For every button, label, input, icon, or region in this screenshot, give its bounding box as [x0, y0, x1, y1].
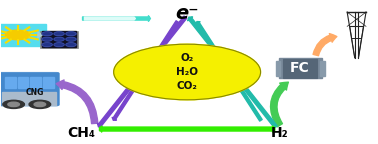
Circle shape: [66, 32, 76, 36]
Text: FC: FC: [290, 61, 310, 75]
Circle shape: [66, 43, 76, 47]
Circle shape: [8, 102, 19, 107]
Circle shape: [34, 102, 46, 107]
Circle shape: [66, 37, 76, 41]
FancyBboxPatch shape: [5, 77, 15, 88]
Circle shape: [54, 32, 64, 36]
FancyBboxPatch shape: [40, 31, 78, 48]
Circle shape: [42, 43, 52, 47]
Circle shape: [29, 100, 51, 108]
FancyBboxPatch shape: [320, 61, 325, 76]
Text: H₂: H₂: [271, 126, 288, 140]
FancyBboxPatch shape: [0, 24, 46, 46]
Text: e⁻: e⁻: [175, 4, 199, 23]
FancyBboxPatch shape: [276, 61, 280, 76]
Circle shape: [3, 100, 25, 108]
Circle shape: [42, 37, 52, 41]
Text: CH₄: CH₄: [68, 126, 96, 140]
Circle shape: [54, 43, 64, 47]
FancyBboxPatch shape: [17, 77, 28, 88]
Circle shape: [5, 30, 30, 40]
Circle shape: [42, 32, 52, 36]
FancyBboxPatch shape: [43, 77, 54, 88]
FancyBboxPatch shape: [42, 31, 76, 47]
FancyBboxPatch shape: [0, 72, 59, 106]
Circle shape: [114, 44, 260, 100]
FancyBboxPatch shape: [31, 77, 41, 88]
Text: CNG: CNG: [25, 88, 43, 97]
FancyBboxPatch shape: [279, 58, 322, 78]
FancyBboxPatch shape: [283, 59, 317, 78]
Circle shape: [54, 37, 64, 41]
Text: O₂
H₂O
CO₂: O₂ H₂O CO₂: [176, 53, 198, 91]
FancyBboxPatch shape: [2, 92, 56, 105]
